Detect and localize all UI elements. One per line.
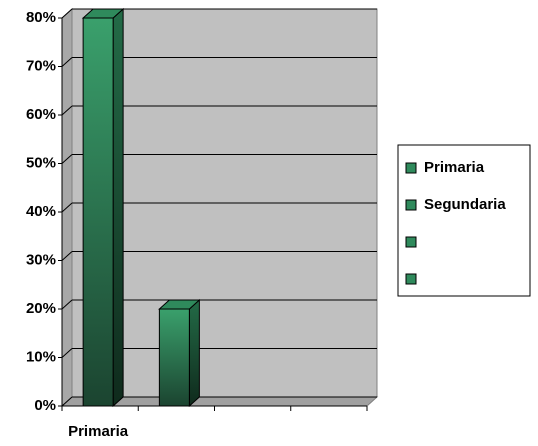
bar-front <box>82 17 114 407</box>
y-tick-label: 70% <box>26 57 56 74</box>
bar-side <box>112 7 124 408</box>
grid-line <box>61 57 73 67</box>
bar <box>158 298 201 408</box>
y-tick-label: 80% <box>26 9 56 26</box>
grid-line <box>61 251 73 261</box>
legend <box>397 144 531 297</box>
grid-line <box>61 105 73 116</box>
y-tick-label: 50% <box>26 154 56 171</box>
legend-label: Primaria <box>424 159 485 176</box>
y-tick-label: 20% <box>26 300 56 317</box>
y-tick-label: 40% <box>26 203 56 220</box>
bar <box>81 7 125 408</box>
grid-line <box>61 396 73 407</box>
x-tick-label: Primaria <box>68 423 129 440</box>
y-tick-label: 30% <box>26 251 56 268</box>
legend-marker <box>405 273 417 285</box>
y-tick-label: 60% <box>26 106 56 123</box>
bar-front <box>158 308 190 407</box>
legend-label: Segundaria <box>424 196 506 213</box>
legend-marker <box>405 162 417 174</box>
bar-side <box>188 298 200 408</box>
y-tick-label: 0% <box>34 397 56 414</box>
legend-marker <box>405 199 417 211</box>
grid-line <box>61 8 73 19</box>
grid-line <box>61 348 73 358</box>
grid-line <box>61 299 73 310</box>
grid-line <box>61 154 73 164</box>
legend-marker <box>405 236 417 248</box>
grid-line <box>61 202 73 213</box>
y-tick-label: 10% <box>26 348 56 365</box>
